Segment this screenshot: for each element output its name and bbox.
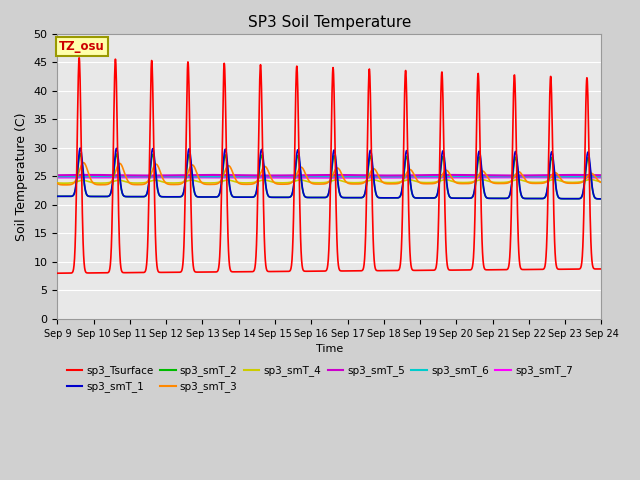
Text: TZ_osu: TZ_osu bbox=[60, 40, 105, 53]
Title: SP3 Soil Temperature: SP3 Soil Temperature bbox=[248, 15, 411, 30]
Legend: sp3_Tsurface, sp3_smT_1, sp3_smT_2, sp3_smT_3, sp3_smT_4, sp3_smT_5, sp3_smT_6, : sp3_Tsurface, sp3_smT_1, sp3_smT_2, sp3_… bbox=[63, 361, 577, 396]
Y-axis label: Soil Temperature (C): Soil Temperature (C) bbox=[15, 112, 28, 240]
X-axis label: Time: Time bbox=[316, 344, 343, 354]
